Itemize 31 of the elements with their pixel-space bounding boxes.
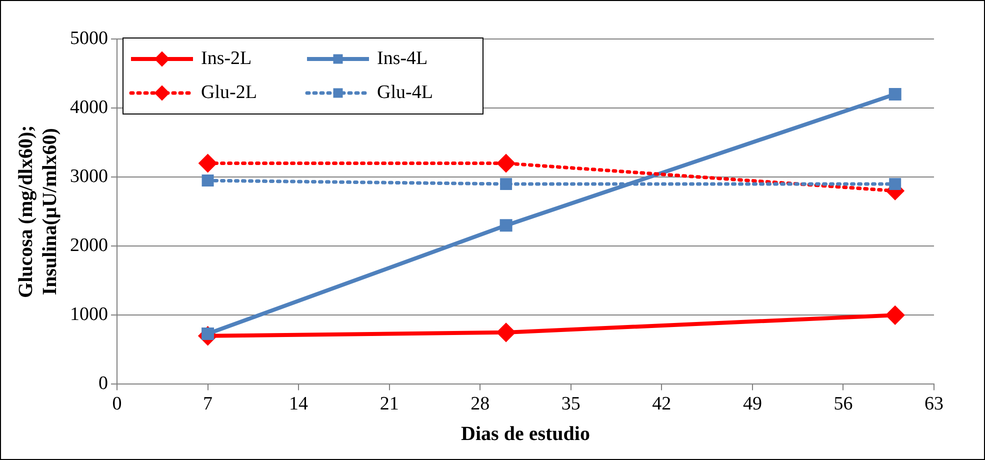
legend-label: Ins-4L [377,48,428,69]
x-tick-label: 21 [380,394,399,415]
y-tick-label: 5000 [70,28,108,49]
x-tick-label: 42 [652,394,672,415]
point [199,154,217,172]
y-tick-label: 4000 [70,97,108,118]
x-tick-label: 56 [834,394,853,415]
legend-label: Glu-2L [201,82,257,103]
legend-label: Ins-2L [201,48,252,69]
point [886,306,904,324]
y-tick-label: 3000 [70,166,108,188]
x-tick-label: 63 [924,394,944,415]
x-axis-title: Dias de estudio [461,423,590,446]
point [888,88,902,100]
x-tick-label: 35 [561,394,580,415]
x-tick-label: 7 [203,394,213,415]
y-tick-label: 1000 [70,304,108,326]
point [497,323,516,342]
point [889,178,902,190]
point [500,178,512,190]
point [202,174,214,187]
y-tick-label: 0 [98,373,108,394]
y-tick-label: 2000 [70,235,108,256]
legend-label: Glu-4L [377,82,433,103]
x-tick-label: 0 [112,394,122,415]
y-axis-title: Glucosa (mg/dlx60); Insulina(µU/mlx60) [15,125,62,298]
x-tick-label: 49 [742,394,762,415]
point [497,154,515,172]
point [500,219,512,232]
x-tick-label: 14 [289,394,309,415]
x-tick-label: 28 [470,394,490,415]
